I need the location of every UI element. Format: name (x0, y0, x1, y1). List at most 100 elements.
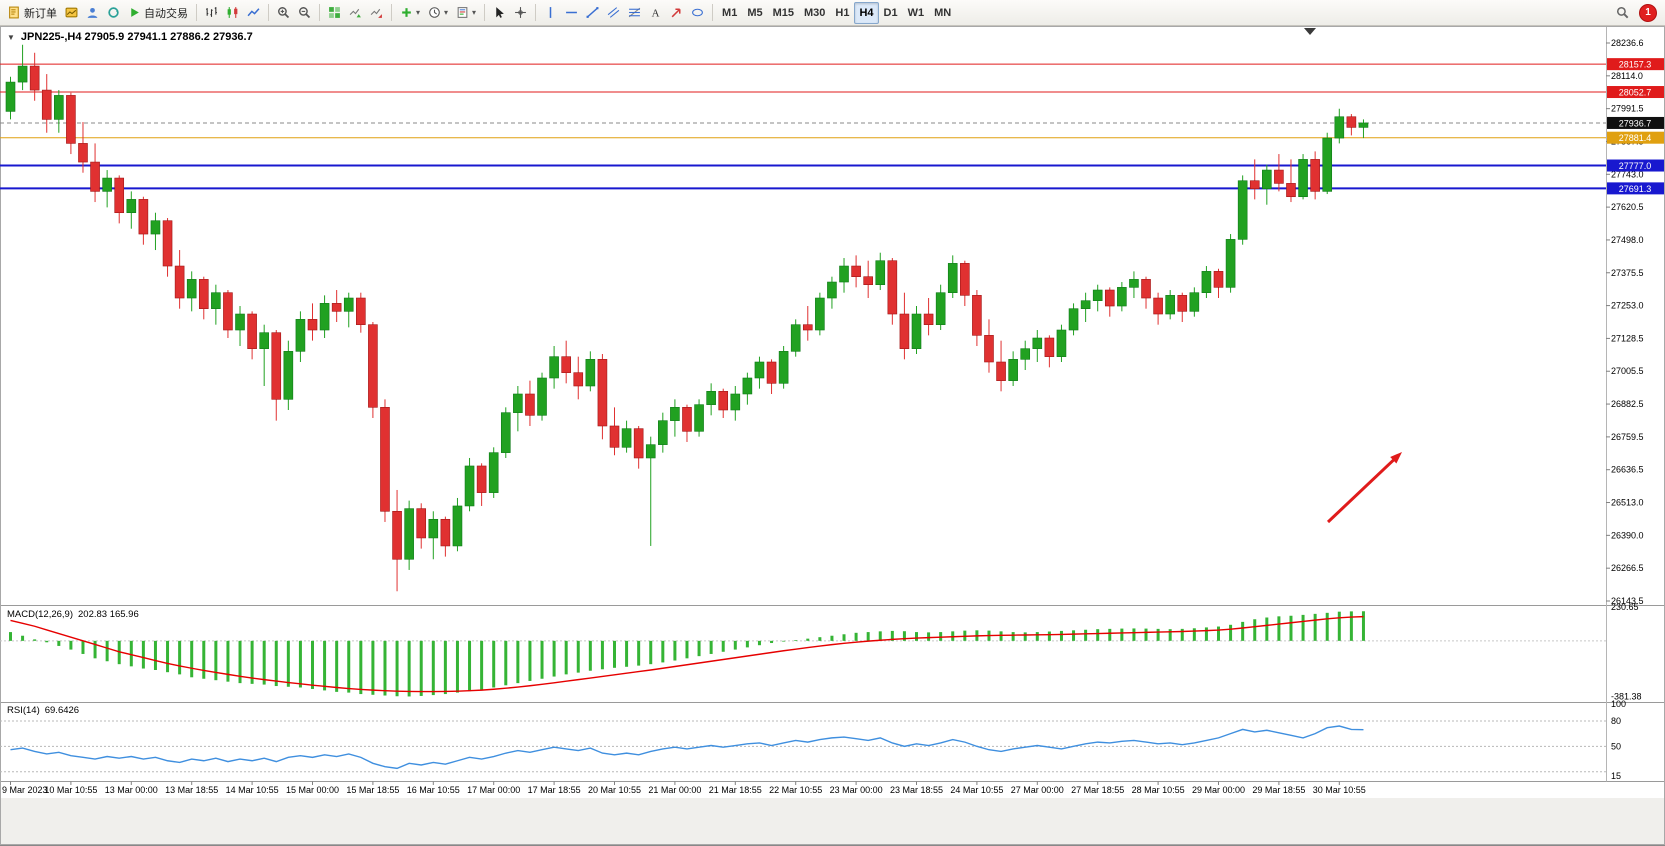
rsi-axis-label: 50 (1611, 741, 1621, 751)
cursor-button[interactable] (489, 2, 510, 24)
candle (984, 319, 994, 373)
svg-text:27936.7: 27936.7 (1619, 118, 1652, 128)
horizontal-line-button[interactable] (561, 2, 582, 24)
timeframe-h4-button-label: H4 (859, 6, 874, 19)
timeframe-mn-button[interactable]: MN (929, 2, 956, 24)
candle (802, 306, 813, 341)
time-axis-label: 28 Mar 10:55 (1132, 785, 1185, 795)
chart-menu-icon[interactable]: ▼ (7, 32, 15, 42)
fibonacci-button[interactable] (624, 2, 645, 24)
autoscroll-icon (349, 6, 362, 19)
price-axis-label: 27620.5 (1611, 202, 1644, 212)
candle (17, 44, 28, 91)
chart-canvas[interactable]: 28236.628114.027991.527867.527743.027620… (0, 26, 1665, 845)
trendline-icon (586, 6, 599, 19)
time-axis-label: 10 Mar 10:55 (44, 785, 97, 795)
candle (996, 340, 1006, 392)
timeframe-d1-button[interactable]: D1 (879, 2, 903, 24)
candle (899, 292, 910, 360)
trendline-button[interactable] (582, 2, 603, 24)
refresh-button[interactable] (103, 2, 124, 24)
timeframe-h4-button[interactable]: H4 (854, 1, 879, 24)
svg-text:27881.4: 27881.4 (1619, 133, 1652, 143)
periods-button[interactable]: ▾ (424, 2, 452, 24)
timeframe-w1-button[interactable]: W1 (903, 2, 930, 24)
templates-button[interactable]: ▾ (452, 2, 480, 24)
candle (827, 276, 837, 309)
timeframe-mn-button-label: MN (934, 6, 952, 19)
rsi-axis-label: 80 (1611, 716, 1621, 726)
auto-trading-button[interactable]: 自动交易 (124, 2, 192, 24)
time-axis-label: 29 Mar 00:00 (1192, 785, 1245, 795)
line-icon (247, 6, 260, 19)
tile-windows-button[interactable] (324, 2, 345, 24)
shapes-button[interactable] (687, 2, 708, 24)
time-axis-label: 17 Mar 00:00 (467, 785, 520, 795)
candle (1262, 164, 1272, 205)
arrows-button[interactable] (666, 2, 687, 24)
candle (525, 380, 535, 426)
arrow-annotation[interactable] (1326, 452, 1402, 524)
candle (742, 372, 753, 405)
chart-window: 28236.628114.027991.527867.527743.027620… (0, 26, 1665, 845)
price-tag-27936.7: 27936.7 (1607, 116, 1664, 129)
timeframe-m15-button[interactable]: M15 (768, 2, 799, 24)
macd-pane: 230.65 -381.38 (0, 602, 1642, 701)
candle (1104, 287, 1115, 317)
timeframe-m15-button-label: M15 (772, 6, 795, 19)
search-button[interactable] (1612, 2, 1633, 24)
candle (585, 351, 596, 392)
candle (766, 359, 777, 394)
notification-badge[interactable]: 1 (1639, 3, 1657, 22)
price-axis-label: 28236.6 (1611, 38, 1644, 48)
candle (102, 170, 112, 208)
time-axis-label: 16 Mar 10:55 (407, 785, 460, 795)
auto-scroll-button[interactable] (345, 2, 366, 24)
candle (54, 90, 64, 133)
quotes-icon (65, 6, 78, 19)
timeframe-m5-button[interactable]: M5 (742, 2, 767, 24)
macd-label: MACD(12,26,9) 202.83 165.96 (7, 609, 139, 620)
candlestick-chart-button[interactable] (222, 2, 243, 24)
profiles-button[interactable] (82, 2, 103, 24)
channel-button[interactable] (603, 2, 624, 24)
vertical-line-button[interactable] (540, 2, 561, 24)
candle (1358, 119, 1369, 139)
new-order-button[interactable]: 新订单 (4, 2, 61, 24)
zoom-in-button[interactable] (273, 2, 294, 24)
text-button[interactable]: A (645, 2, 666, 24)
tile-icon (328, 6, 341, 19)
svg-text:A: A (652, 7, 660, 19)
chart-shift-button[interactable] (366, 2, 387, 24)
macd-signal-line (10, 615, 1364, 693)
crosshair-button[interactable] (510, 2, 531, 24)
indicators-button[interactable]: ▾ (396, 2, 424, 24)
rsi-value: 69.6426 (44, 705, 80, 716)
price-axis-label: 26143.5 (1611, 596, 1644, 606)
candle (174, 250, 185, 309)
candle (851, 255, 861, 288)
candle (488, 447, 499, 498)
price-axis-label: 26759.5 (1611, 432, 1644, 442)
price-axis-label: 27375.5 (1611, 268, 1644, 278)
candle (247, 311, 257, 360)
candle (368, 322, 378, 418)
chart-shift-marker[interactable] (1304, 28, 1316, 35)
timeframe-m1-button-label: M1 (722, 6, 738, 19)
candle (1225, 234, 1236, 293)
candle (875, 252, 886, 291)
quotes-button[interactable] (61, 2, 82, 24)
candle (29, 52, 40, 101)
bar-chart-button[interactable] (201, 2, 222, 24)
line-chart-button[interactable] (243, 2, 264, 24)
time-axis-label: 21 Mar 18:55 (709, 785, 762, 795)
timeframe-m1-button[interactable]: M1 (717, 2, 742, 24)
refresh-icon (107, 6, 120, 19)
candle (609, 407, 620, 456)
main-toolbar: 新订单 自动交易 ▾ ▾ ▾ A M1 M5 M15 M30 H1 H4 D1 W1 MN 1 (0, 0, 1665, 26)
timeframe-h1-button[interactable]: H1 (830, 2, 854, 24)
zoom-out-button[interactable] (294, 2, 315, 24)
candle (1117, 282, 1127, 312)
fibo-icon (628, 6, 641, 19)
timeframe-m30-button[interactable]: M30 (799, 2, 830, 24)
